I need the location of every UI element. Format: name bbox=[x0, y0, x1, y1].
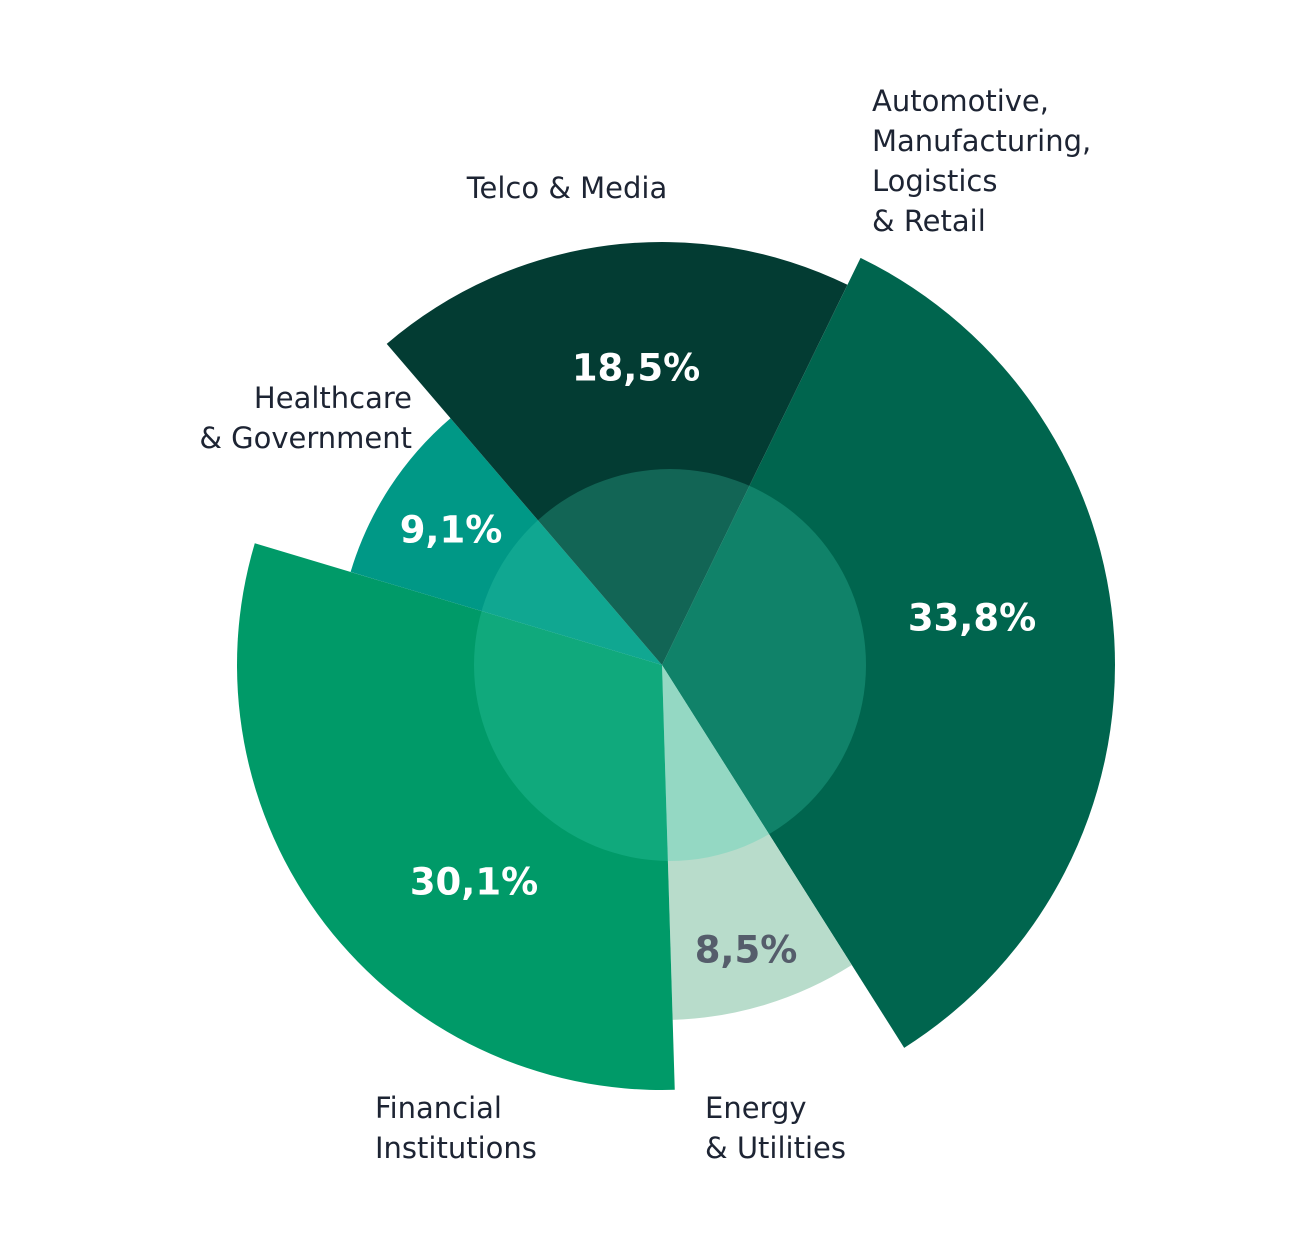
label-line: Healthcare bbox=[254, 381, 412, 415]
value-label: 30,1% bbox=[410, 861, 538, 904]
value-label: 33,8% bbox=[908, 597, 1036, 640]
label-line: Logistics bbox=[872, 164, 997, 198]
category-label: Energy & Utilities bbox=[705, 1091, 846, 1165]
value-label: 9,1% bbox=[400, 509, 503, 552]
label-line: Institutions bbox=[375, 1131, 537, 1165]
label-line: & Government bbox=[199, 421, 412, 455]
inner-ring bbox=[474, 469, 866, 861]
category-label: Telco & Media bbox=[466, 171, 668, 205]
label-line: & Utilities bbox=[705, 1131, 846, 1165]
label-line: Automotive, bbox=[872, 84, 1049, 118]
category-label: Automotive, Manufacturing, Logistics & Reta… bbox=[872, 84, 1091, 238]
category-label: Healthcare & Government bbox=[199, 381, 412, 455]
slice bbox=[350, 418, 662, 665]
label-line: Financial bbox=[375, 1091, 502, 1125]
label-line: Telco & Media bbox=[466, 171, 668, 205]
slice bbox=[662, 665, 852, 1020]
category-label: Financial Institutions bbox=[375, 1091, 537, 1165]
value-label: 18,5% bbox=[572, 347, 700, 390]
slice bbox=[662, 257, 1115, 1048]
slice bbox=[237, 543, 675, 1090]
label-line: Manufacturing, bbox=[872, 124, 1091, 158]
slice bbox=[386, 241, 848, 665]
label-line: Energy bbox=[705, 1091, 807, 1125]
label-line: & Retail bbox=[872, 204, 986, 238]
value-label: 8,5% bbox=[695, 929, 798, 972]
